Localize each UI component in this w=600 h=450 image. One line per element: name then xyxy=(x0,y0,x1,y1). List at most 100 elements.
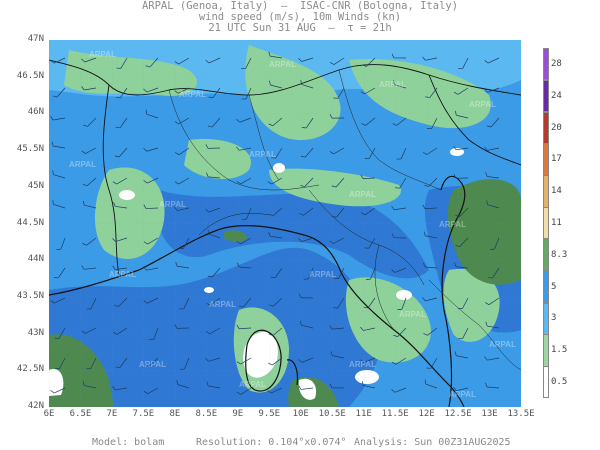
title-line-3: 21 UTC Sun 31 AUG — τ = 21h xyxy=(208,22,392,34)
watermark-text: ARPAL xyxy=(449,390,476,399)
wind-barb xyxy=(329,57,345,65)
wind-barb xyxy=(422,297,438,302)
wind-barb xyxy=(360,326,376,331)
colorbar-label: 5 xyxy=(551,281,557,292)
wind-barb xyxy=(426,357,438,369)
wind-barb xyxy=(175,261,190,269)
y-tick-label: 44.5N xyxy=(16,217,44,228)
wind-barb xyxy=(82,237,97,246)
y-tick-label: 42.5N xyxy=(16,364,44,375)
wind-barb xyxy=(81,57,97,63)
wind-barb xyxy=(268,297,283,307)
wind-barb xyxy=(267,177,283,185)
wind-barb xyxy=(329,383,345,389)
x-tick-label: 7E xyxy=(106,409,118,419)
wind-barb xyxy=(330,351,345,359)
coastlines xyxy=(49,175,466,407)
wind-barb xyxy=(114,147,128,158)
wind-barb xyxy=(115,87,128,99)
footer-analysis: Analysis: Sun 00Z31AUG2025 xyxy=(354,437,511,448)
wind-barb xyxy=(50,297,66,304)
wind-barb xyxy=(329,237,345,244)
title-line-1: ARPAL (Genoa, Italy) — ISAC-CNR (Bologna… xyxy=(141,0,459,12)
wind-barb xyxy=(489,237,500,250)
wind-barb xyxy=(143,237,159,245)
lat-lon-grid xyxy=(49,40,521,407)
wind-barb xyxy=(268,117,283,127)
wind-barb xyxy=(113,202,128,209)
x-tick-label: 12E xyxy=(418,409,435,419)
wind-barb xyxy=(143,147,159,152)
wind-barb xyxy=(422,56,438,61)
wind-barb xyxy=(52,199,66,209)
wind-barb xyxy=(363,297,376,309)
wind-barb xyxy=(271,147,283,159)
wind-barb xyxy=(458,57,469,70)
wind-barb xyxy=(205,327,221,335)
colorbar-segment xyxy=(543,302,549,335)
watermark-text: ARPAL xyxy=(489,340,516,349)
wind-barb xyxy=(424,177,438,187)
colorbar-label: 14 xyxy=(551,186,562,197)
watermark-text: ARPAL xyxy=(109,270,136,279)
wind-barb xyxy=(176,380,190,389)
wind-barb xyxy=(300,79,314,89)
wind-barb xyxy=(334,267,345,280)
wind-barb xyxy=(300,320,314,329)
wind-barb xyxy=(392,117,407,126)
x-tick-label: 10.5E xyxy=(318,409,346,419)
watermark-text: ARPAL xyxy=(209,300,236,309)
watermark-text: ARPAL xyxy=(89,50,116,59)
wind-barb xyxy=(81,86,97,91)
wind-barb xyxy=(364,147,376,159)
wind-barb xyxy=(174,87,190,94)
wind-barb xyxy=(396,147,407,160)
wind-barb xyxy=(50,116,66,121)
wind-barb xyxy=(458,327,469,340)
wind-barb xyxy=(268,357,283,366)
wind-barb xyxy=(86,357,97,370)
wind-barb xyxy=(453,87,469,95)
wind-barb xyxy=(299,207,314,216)
wind-barb xyxy=(391,387,407,393)
wind-barb xyxy=(453,386,469,392)
watermark-text: ARPAL xyxy=(439,220,466,229)
wind-barb xyxy=(268,207,283,217)
x-tick-label: 9E xyxy=(232,409,244,419)
footer-model: Model: bolam xyxy=(92,437,165,448)
wind-barb xyxy=(360,357,376,363)
y-tick-label: 47N xyxy=(27,34,44,44)
colorbar-label: 8.3 xyxy=(551,249,568,260)
wind-barb xyxy=(52,87,66,98)
wind-barb xyxy=(455,207,469,217)
colorbar xyxy=(543,48,549,399)
wind-barb xyxy=(236,324,252,330)
wind-barb xyxy=(391,205,407,211)
watermark-text: ARPAL xyxy=(269,60,296,69)
wind-barb xyxy=(393,80,407,89)
colorbar-label: 17 xyxy=(551,154,562,165)
colorbar-label: 1.5 xyxy=(551,345,568,356)
wind-barb xyxy=(115,117,128,129)
wind-barb xyxy=(267,387,283,394)
watermark-text: ARPAL xyxy=(469,100,496,109)
wind-barb xyxy=(206,297,221,306)
wind-barb xyxy=(112,265,128,270)
wind-barb xyxy=(366,267,376,280)
wind-barb xyxy=(236,357,252,365)
wind-barb xyxy=(50,57,66,64)
x-tick-label: 10E xyxy=(292,409,309,419)
wind-barb xyxy=(298,293,314,299)
wind-barb xyxy=(268,51,283,59)
colorbar-label: 24 xyxy=(551,90,562,101)
wind-map: ARPAL ARPAL ARPAL ARPAL ARPAL ARPAL ARPAL ARPAL… xyxy=(49,40,521,407)
watermark-text: ARPAL xyxy=(379,80,406,89)
wind-barb xyxy=(361,381,376,389)
wind-barb xyxy=(143,297,159,304)
wind-barb xyxy=(116,57,128,69)
wind-barb xyxy=(391,267,407,273)
wind-barb xyxy=(454,351,469,359)
wind-barb xyxy=(486,117,500,128)
wind-barb xyxy=(174,206,190,211)
wind-barb xyxy=(206,381,221,389)
